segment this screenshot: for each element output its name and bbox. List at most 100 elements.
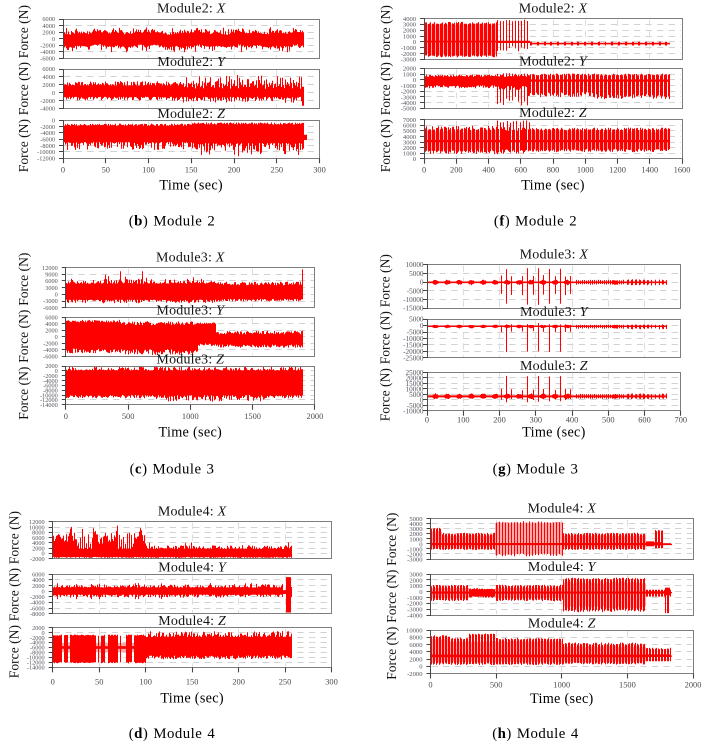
svg-text:-6000: -6000 xyxy=(40,137,55,144)
svg-text:-20000: -20000 xyxy=(403,348,424,356)
svg-text:Module2: Z: Module2: Z xyxy=(157,107,225,122)
svg-text:6000: 6000 xyxy=(409,642,423,649)
svg-text:1000: 1000 xyxy=(403,33,417,40)
svg-text:Force (N): Force (N) xyxy=(16,367,32,420)
svg-text:5000: 5000 xyxy=(409,516,423,523)
svg-text:Force (N): Force (N) xyxy=(16,119,32,172)
svg-text:Force (N): Force (N) xyxy=(378,311,394,364)
svg-text:1500: 1500 xyxy=(244,412,261,421)
svg-text:(b) Module 2: (b) Module 2 xyxy=(129,213,216,229)
svg-text:Force (N): Force (N) xyxy=(16,253,32,306)
svg-text:-5000: -5000 xyxy=(407,329,424,337)
svg-text:-1000: -1000 xyxy=(407,546,423,553)
svg-text:0: 0 xyxy=(413,77,417,84)
svg-text:(c) Module 3: (c) Module 3 xyxy=(130,462,215,478)
svg-text:-10000: -10000 xyxy=(37,149,55,156)
svg-text:2000: 2000 xyxy=(45,328,58,335)
svg-text:-2000: -2000 xyxy=(407,551,423,558)
svg-text:0: 0 xyxy=(422,165,426,174)
svg-text:25000: 25000 xyxy=(406,369,424,377)
svg-text:0: 0 xyxy=(52,36,55,43)
svg-text:-10000: -10000 xyxy=(40,392,58,399)
svg-text:0: 0 xyxy=(419,664,423,671)
svg-text:10000: 10000 xyxy=(406,261,424,269)
svg-text:-10000: -10000 xyxy=(403,407,424,415)
svg-text:-8000: -8000 xyxy=(40,143,55,150)
svg-text:-4000: -4000 xyxy=(40,49,55,56)
svg-text:200: 200 xyxy=(232,678,245,687)
svg-text:8000: 8000 xyxy=(409,635,423,642)
svg-text:Force (N): Force (N) xyxy=(16,310,32,363)
svg-text:-10000: -10000 xyxy=(403,296,424,304)
svg-text:3000: 3000 xyxy=(409,571,423,578)
svg-text:-3000: -3000 xyxy=(43,298,58,305)
svg-text:-4000: -4000 xyxy=(40,130,55,137)
svg-text:6000: 6000 xyxy=(42,16,55,23)
svg-text:-2000: -2000 xyxy=(30,594,45,601)
svg-text:(d) Module 4: (d) Module 4 xyxy=(129,726,216,742)
svg-text:Time (sec): Time (sec) xyxy=(160,691,224,707)
svg-text:5000: 5000 xyxy=(409,316,424,324)
svg-text:4000: 4000 xyxy=(409,649,423,656)
svg-text:Module4: Y: Module4: Y xyxy=(158,560,228,575)
svg-text:Force (N): Force (N) xyxy=(378,254,394,307)
svg-text:2000: 2000 xyxy=(409,531,423,538)
svg-text:Force (N): Force (N) xyxy=(384,570,400,623)
svg-text:-8000: -8000 xyxy=(30,650,45,657)
svg-text:200: 200 xyxy=(450,165,463,174)
svg-text:-2000: -2000 xyxy=(40,124,55,131)
svg-text:0: 0 xyxy=(413,39,417,46)
svg-text:Module4: Z: Module4: Z xyxy=(528,617,596,632)
svg-text:700: 700 xyxy=(675,416,688,425)
svg-text:-14000: -14000 xyxy=(27,665,45,672)
svg-text:Force (N): Force (N) xyxy=(7,625,23,678)
svg-text:12000: 12000 xyxy=(29,519,45,526)
svg-text:200: 200 xyxy=(228,165,241,174)
svg-text:3000: 3000 xyxy=(403,22,417,29)
svg-text:50: 50 xyxy=(102,165,110,174)
svg-text:7000: 7000 xyxy=(403,117,417,124)
svg-text:3000: 3000 xyxy=(409,526,423,533)
svg-text:0: 0 xyxy=(55,334,58,341)
svg-text:Module3: Z: Module3: Z xyxy=(156,353,224,368)
svg-text:20000: 20000 xyxy=(406,374,424,382)
svg-text:Module2: X: Module2: X xyxy=(157,2,226,17)
svg-text:-12000: -12000 xyxy=(37,155,55,162)
svg-text:Module2: Y: Module2: Y xyxy=(157,55,227,70)
svg-text:0: 0 xyxy=(55,292,58,299)
svg-text:Force (N): Force (N) xyxy=(384,627,400,680)
svg-text:Force (N): Force (N) xyxy=(7,568,23,621)
svg-text:6000: 6000 xyxy=(45,315,58,322)
svg-text:0: 0 xyxy=(425,416,429,425)
svg-text:6000: 6000 xyxy=(32,535,45,542)
svg-text:-3000: -3000 xyxy=(401,94,417,101)
svg-text:2000: 2000 xyxy=(409,656,423,663)
svg-text:-15000: -15000 xyxy=(403,305,424,313)
svg-text:-8000: -8000 xyxy=(30,611,45,618)
svg-text:2000: 2000 xyxy=(42,29,55,36)
svg-text:Module4: Y: Module4: Y xyxy=(528,560,598,575)
svg-text:Module4: X: Module4: X xyxy=(528,502,597,517)
svg-text:10000: 10000 xyxy=(406,627,423,634)
svg-text:-15000: -15000 xyxy=(403,341,424,349)
svg-text:-1000: -1000 xyxy=(401,83,417,90)
svg-text:-5000: -5000 xyxy=(401,106,417,113)
svg-text:2000: 2000 xyxy=(409,577,423,584)
svg-text:-5000: -5000 xyxy=(407,402,424,410)
svg-text:300: 300 xyxy=(325,678,338,687)
svg-text:0: 0 xyxy=(413,156,417,163)
svg-text:2000: 2000 xyxy=(307,412,324,421)
svg-text:0: 0 xyxy=(419,541,423,548)
svg-text:-4000: -4000 xyxy=(43,347,58,354)
svg-text:2000: 2000 xyxy=(685,681,702,690)
svg-text:0: 0 xyxy=(61,165,65,174)
svg-text:-25000: -25000 xyxy=(403,354,424,362)
svg-text:-4000: -4000 xyxy=(40,106,55,113)
svg-text:-14000: -14000 xyxy=(40,402,58,409)
svg-text:0: 0 xyxy=(55,368,58,375)
svg-text:1000: 1000 xyxy=(182,412,199,421)
svg-text:Module3: Y: Module3: Y xyxy=(520,305,590,320)
svg-text:-6000: -6000 xyxy=(40,56,55,63)
svg-text:Module2: Z: Module2: Z xyxy=(519,106,587,121)
svg-text:4000: 4000 xyxy=(42,74,55,81)
